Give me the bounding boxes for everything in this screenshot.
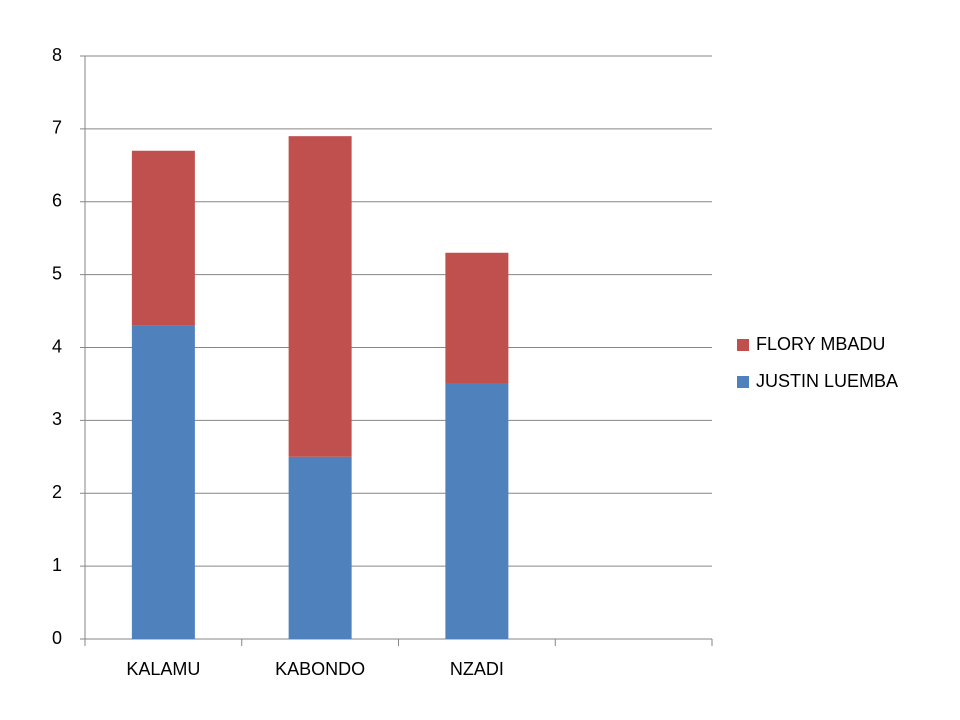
- y-tick-label: 1: [52, 555, 62, 575]
- y-tick-label: 7: [52, 118, 62, 138]
- y-tick-label: 3: [52, 409, 62, 429]
- bar-segment: [131, 325, 195, 639]
- x-tick-label: KABONDO: [275, 659, 365, 679]
- bar-segment: [445, 252, 509, 384]
- legend-label: JUSTIN LUEMBA: [756, 371, 898, 391]
- legend-swatch: [737, 339, 749, 351]
- legend-swatch: [737, 376, 749, 388]
- bar-segment: [288, 456, 352, 639]
- y-tick-label: 6: [52, 191, 62, 211]
- bar-segment: [131, 150, 195, 326]
- y-tick-label: 2: [52, 482, 62, 502]
- y-tick-label: 5: [52, 263, 62, 283]
- bar-segment: [445, 383, 509, 639]
- y-tick-label: 8: [52, 45, 62, 65]
- y-tick-label: 4: [52, 336, 62, 356]
- legend-label: FLORY MBADU: [756, 334, 885, 354]
- x-tick-label: NZADI: [450, 659, 504, 679]
- x-tick-label: KALAMU: [126, 659, 200, 679]
- y-tick-label: 0: [52, 628, 62, 648]
- bar-segment: [288, 136, 352, 457]
